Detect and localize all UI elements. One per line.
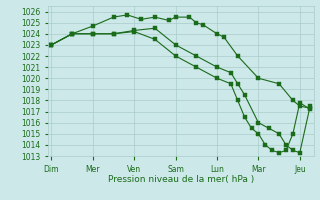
X-axis label: Pression niveau de la mer( hPa ): Pression niveau de la mer( hPa )	[108, 175, 254, 184]
